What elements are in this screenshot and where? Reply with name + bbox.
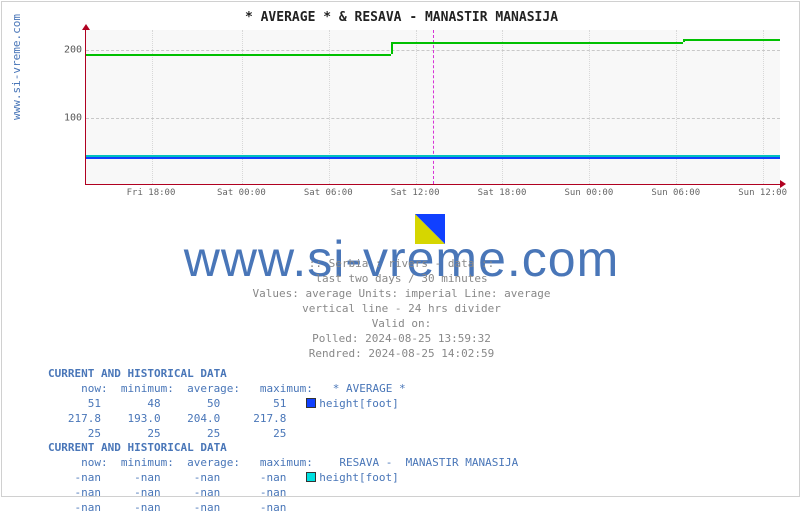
series-segment bbox=[86, 157, 780, 159]
swatch-icon bbox=[306, 398, 316, 408]
data-header: now: minimum: average: maximum: RESAVA -… bbox=[48, 455, 518, 470]
xtick-label: Sat 00:00 bbox=[217, 188, 266, 198]
gridline-v bbox=[676, 30, 677, 184]
xtick-label: Sat 06:00 bbox=[304, 188, 353, 198]
legend-gradient-icon bbox=[415, 214, 445, 244]
meta-line: Polled: 2024-08-25 13:59:32 bbox=[0, 331, 803, 346]
side-url-label: www.si-vreme.com bbox=[10, 14, 23, 120]
data-header: now: minimum: average: maximum: * AVERAG… bbox=[48, 381, 406, 396]
meta-line: last two days / 30 minutes bbox=[0, 271, 803, 286]
meta-block: :: Serbia : rivers - data :: last two da… bbox=[0, 256, 803, 361]
gridline-v bbox=[502, 30, 503, 184]
xtick-label: Sat 12:00 bbox=[391, 188, 440, 198]
data-row: -nan -nan -nan -nan bbox=[48, 485, 518, 500]
meta-line: Values: average Units: imperial Line: av… bbox=[0, 286, 803, 301]
gridline-v bbox=[763, 30, 764, 184]
data-row: 217.8 193.0 204.0 217.8 bbox=[48, 411, 406, 426]
series-segment bbox=[683, 39, 780, 41]
gridline-v bbox=[589, 30, 590, 184]
chart: 100 200 Fri 18:00 Sat 00:00 Sat 06:00 Sat 12:… bbox=[60, 30, 780, 205]
data-row: 51 48 50 51 height[foot] bbox=[48, 396, 406, 411]
chart-title: * AVERAGE * & RESAVA - MANASTIR MANASIJA bbox=[0, 10, 803, 25]
ytick-label: 100 bbox=[60, 112, 82, 123]
data-row: -nan -nan -nan -nan height[foot] bbox=[48, 470, 518, 485]
data-block-resava: CURRENT AND HISTORICAL DATA now: minimum… bbox=[48, 440, 518, 515]
gridline-v bbox=[416, 30, 417, 184]
meta-line: vertical line - 24 hrs divider bbox=[0, 301, 803, 316]
data-block-title: CURRENT AND HISTORICAL DATA bbox=[48, 366, 406, 381]
plot-area bbox=[85, 30, 780, 185]
series-join bbox=[683, 39, 685, 42]
xtick-label: Sat 18:00 bbox=[478, 188, 527, 198]
meta-line: :: Serbia : rivers - data :: bbox=[0, 256, 803, 271]
xtick-label: Sun 12:00 bbox=[738, 188, 787, 198]
data-block-average: CURRENT AND HISTORICAL DATA now: minimum… bbox=[48, 366, 406, 441]
swatch-icon bbox=[306, 472, 316, 482]
meta-line: Valid on: bbox=[0, 316, 803, 331]
meta-line: Rendred: 2024-08-25 14:02:59 bbox=[0, 346, 803, 361]
divider-24h bbox=[433, 30, 434, 184]
data-block-title: CURRENT AND HISTORICAL DATA bbox=[48, 440, 518, 455]
series-segment bbox=[391, 42, 682, 44]
data-row: 25 25 25 25 bbox=[48, 426, 406, 441]
data-row: -nan -nan -nan -nan bbox=[48, 500, 518, 515]
series-segment bbox=[86, 54, 391, 56]
x-axis-arrow bbox=[780, 180, 786, 188]
xtick-label: Sun 06:00 bbox=[651, 188, 700, 198]
xtick-label: Fri 18:00 bbox=[127, 188, 176, 198]
xtick-label: Sun 00:00 bbox=[564, 188, 613, 198]
y-axis-arrow bbox=[82, 24, 90, 30]
ytick-label: 200 bbox=[60, 45, 82, 56]
series-join bbox=[391, 42, 393, 53]
